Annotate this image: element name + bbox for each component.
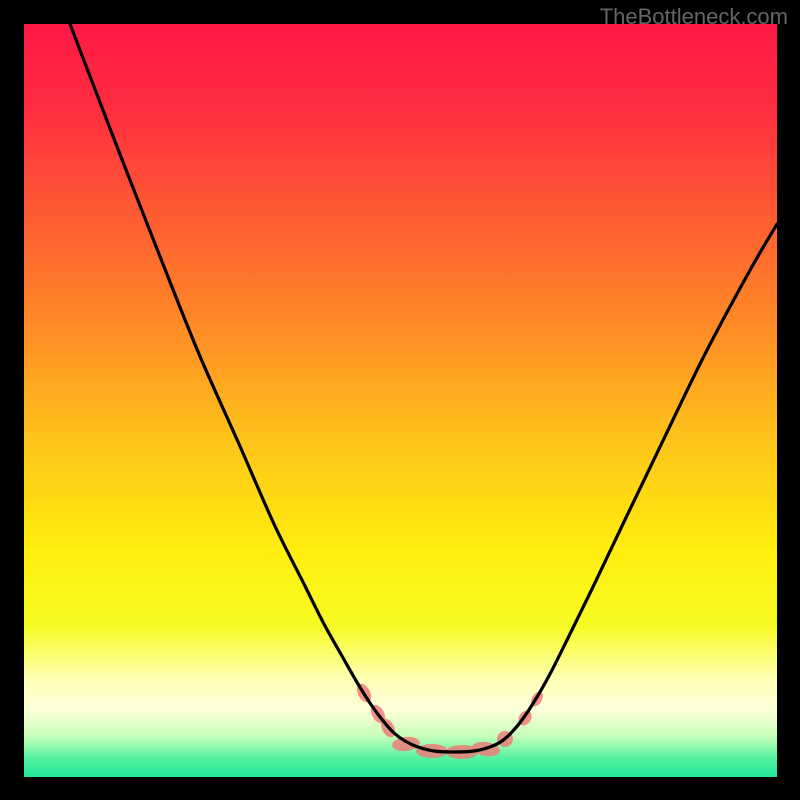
gradient-background	[24, 24, 777, 777]
bottleneck-chart	[24, 24, 777, 777]
watermark-text: TheBottleneck.com	[600, 4, 788, 30]
stage: TheBottleneck.com	[0, 0, 800, 800]
